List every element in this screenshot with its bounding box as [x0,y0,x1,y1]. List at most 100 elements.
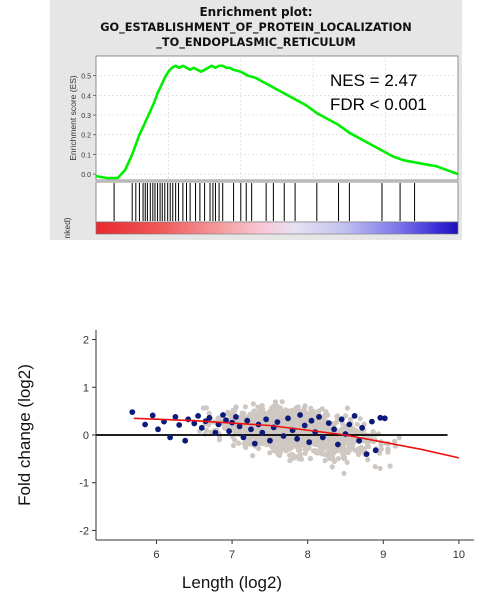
background-gene-point [341,455,347,461]
background-gene-point [275,411,281,417]
x-tick-label: 10 [453,549,465,561]
background-gene-point [295,447,301,453]
highlighted-gene-point [195,413,202,419]
background-gene-point [313,448,319,454]
background-gene-point [281,444,288,450]
background-gene-point [298,456,305,462]
background-gene-point [327,453,333,459]
background-gene-point [341,470,347,477]
background-gene-point [249,414,255,420]
highlighted-gene-point [372,447,379,454]
background-gene-point [339,426,345,432]
background-gene-point [296,422,302,428]
background-gene-point [250,401,256,407]
background-gene-point [239,417,245,423]
highlighted-gene-point [297,412,303,418]
es-y-axis-label: Enrichment score (ES) [68,75,78,161]
highlighted-gene-point [220,412,226,418]
ranked-list-color-bar [96,222,458,234]
background-gene-point [297,451,304,458]
background-gene-point [232,437,238,443]
background-gene-point [344,459,350,465]
background-gene-point [221,425,228,431]
background-gene-point [378,446,384,452]
background-gene-point [387,463,393,469]
highlighted-gene-point [294,435,300,442]
highlighted-gene-point [274,419,281,425]
background-gene-point [354,421,360,427]
es-y-tick-label: 0.5 [81,74,91,81]
background-gene-point [323,452,329,458]
ranked-list-bar-border [95,221,459,235]
background-gene-point [322,458,328,464]
background-gene-point [354,428,360,434]
highlighted-gene-point [325,420,332,426]
background-gene-point [328,435,335,441]
background-gene-point [320,420,326,426]
highlighted-gene-point [142,421,149,428]
background-gene-point [307,455,313,462]
highlighted-gene-point [351,413,358,419]
background-gene-point [232,407,238,413]
highlighted-gene-point [369,418,375,425]
x-tick-label: 8 [305,549,311,561]
highlighted-gene-point [172,414,179,420]
highlighted-gene-point [182,437,189,444]
es-y-tick-label: 0.0 [81,172,91,179]
highlighted-gene-point [236,423,243,430]
background-gene-point [392,438,398,445]
enrichment-subtitle-line-1: GO_ESTABLISHMENT_OF_PROTEIN_LOCALIZATION [100,21,411,34]
highlighted-gene-point [226,428,233,435]
background-gene-point [216,415,222,421]
highlighted-gene-points [129,409,388,457]
highlighted-gene-point [176,422,183,428]
background-gene-point [293,453,299,459]
highlighted-gene-point [251,440,258,447]
background-gene-point [253,436,259,442]
background-gene-point [342,413,349,419]
background-gene-point [283,429,289,435]
background-gene-point [302,430,308,436]
background-gene-point [270,415,276,421]
highlighted-gene-point [129,409,136,415]
highlighted-gene-point [233,414,239,420]
highlighted-gene-point [263,416,269,423]
highlighted-gene-point [335,441,341,448]
background-gene-point [291,417,297,423]
background-gene-point [230,442,237,449]
background-gene-point [203,405,209,411]
background-gene-point [335,456,341,462]
y-tick-label: 2 [83,335,89,347]
highlighted-gene-point [285,415,291,422]
highlighted-gene-point [338,416,345,423]
fdr-annotation: FDR < 0.001 [330,95,427,114]
background-gene-point [208,429,214,435]
background-gene-point [356,451,362,458]
highlighted-gene-point [346,421,353,428]
background-gene-point [241,441,247,447]
background-gene-point [287,421,293,427]
background-gene-point [385,449,391,455]
background-gene-point [344,405,351,411]
background-gene-point [346,443,352,449]
ranked-list-label: nked) [62,217,72,238]
background-gene-point [241,410,247,416]
background-gene-point [361,446,367,452]
background-gene-point [278,447,284,453]
nes-annotation: NES = 2.47 [330,71,417,90]
highlighted-gene-point [381,415,388,422]
enrichment-plot-panel: Enrichment plot: GO_ESTABLISHMENT_OF_PRO… [50,0,462,240]
background-gene-point [327,439,333,445]
highlighted-gene-point [191,420,198,427]
highlighted-gene-point [244,417,251,424]
background-gene-point [308,405,314,411]
highlighted-gene-point [308,417,315,424]
es-y-tick-label: 0.3 [81,113,91,120]
background-gene-point [287,410,293,416]
highlighted-gene-point [240,434,247,441]
background-gene-point [377,465,383,471]
background-gene-point [357,416,363,422]
background-gene-point [298,416,304,422]
background-gene-point [308,414,315,420]
background-gene-point [259,403,265,409]
